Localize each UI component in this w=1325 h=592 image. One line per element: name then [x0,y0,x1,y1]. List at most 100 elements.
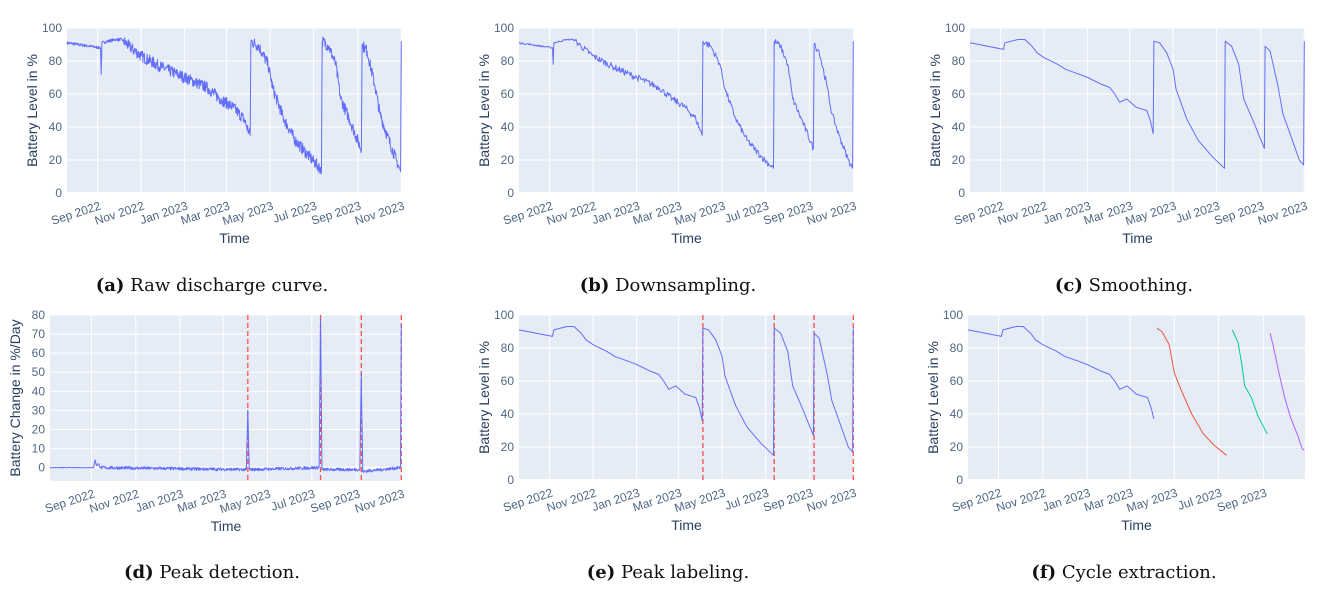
y-tick-label: 80 [501,341,515,355]
y-tick-label: 60 [49,87,63,101]
x-axis-title: Time [211,518,242,534]
plot-background [50,315,402,481]
x-axis-title: Time [1122,230,1153,246]
caption-f: (f) Cycle extraction. [1031,562,1216,583]
y-tick-label: 60 [950,374,964,388]
y-tick-label: 0 [958,186,965,200]
y-axis-title: Battery Change in %/Day [7,319,23,476]
x-tick-label: Nov 2023 [805,198,858,227]
caption-label: (d) [124,562,154,583]
x-axis-title: Time [671,517,702,533]
y-tick-label: 50 [32,365,46,379]
x-tick-label: May 2023 [1125,485,1180,515]
series-line-4 [1269,332,1305,451]
y-tick-label: 0 [55,186,62,200]
caption-text: Peak detection. [154,562,300,583]
y-tick-label: 80 [32,308,46,322]
caption-label: (a) [96,275,125,296]
y-tick-label: 20 [501,440,515,454]
caption-text: Raw discharge curve. [124,275,328,296]
y-tick-label: 0 [507,186,514,200]
caption-label: (b) [580,275,610,296]
x-tick-label: Nov 2023 [1256,198,1309,227]
x-axis-title: Time [671,230,702,246]
y-tick-label: 100 [42,21,62,35]
series-line-1 [518,326,854,456]
x-tick-label: Nov 2023 [353,198,406,227]
caption-e: (e) Peak labeling. [587,562,750,583]
x-axis-title: Time [1121,517,1152,533]
y-tick-label: 80 [952,54,966,68]
series-line-1 [49,318,402,474]
caption-a: (a) Raw discharge curve. [96,275,329,296]
y-tick-label: 0 [507,473,514,487]
plot-background [67,28,402,193]
caption-b: (b) Downsampling. [580,275,757,296]
series-line-1 [518,38,854,169]
y-tick-label: 100 [943,308,963,322]
caption-label: (e) [587,562,616,583]
plot-background [970,28,1305,193]
y-tick-label: 20 [501,153,515,167]
series-line-1 [967,326,1155,420]
x-tick-label: May 2023 [218,486,273,516]
y-tick-label: 0 [956,473,963,487]
x-tick-label: Nov 2023 [805,485,858,514]
series-line-1 [969,39,1305,169]
y-tick-label: 0 [38,461,45,475]
caption-text: Downsampling. [609,275,756,296]
x-tick-label: May 2023 [221,198,276,228]
y-tick-label: 40 [952,120,966,134]
y-axis-title: Battery Level in % [476,341,492,454]
y-tick-label: 40 [49,120,63,134]
y-axis-title: Battery Level in % [927,54,943,167]
y-tick-label: 20 [952,153,966,167]
x-tick-label: May 2023 [1124,198,1179,228]
y-tick-label: 80 [950,341,964,355]
x-tick-label: May 2023 [673,198,728,228]
y-axis-title: Battery Level in % [24,54,40,167]
x-tick-label: Jul 2023 [269,486,317,513]
x-tick-label: Nov 2023 [353,486,406,515]
plot-background [519,315,854,480]
x-tick-label: May 2023 [673,485,728,515]
caption-text: Smoothing. [1083,275,1193,296]
y-axis-title: Battery Level in % [925,341,941,454]
y-tick-label: 70 [32,327,46,341]
caption-label: (f) [1031,562,1056,583]
y-tick-label: 80 [49,54,63,68]
y-tick-label: 40 [950,407,964,421]
x-tick-label: Sep 2023 [1215,485,1269,514]
y-tick-label: 40 [501,120,515,134]
y-tick-label: 60 [501,374,515,388]
y-tick-label: 40 [501,407,515,421]
y-tick-label: 40 [32,384,46,398]
series-line-3 [1231,329,1268,435]
caption-text: Cycle extraction. [1056,562,1216,583]
series-line-2 [1156,327,1227,456]
x-axis-title: Time [219,230,250,246]
caption-text: Peak labeling. [615,562,749,583]
x-tick-label: Jul 2023 [1176,485,1224,512]
y-tick-label: 100 [945,21,965,35]
y-tick-label: 30 [32,403,46,417]
y-tick-label: 100 [494,308,514,322]
y-axis-title: Battery Level in % [476,54,492,167]
caption-d: (d) Peak detection. [124,562,300,583]
y-tick-label: 80 [501,54,515,68]
y-tick-label: 20 [950,440,964,454]
y-tick-label: 60 [952,87,966,101]
y-tick-label: 60 [501,87,515,101]
plot-background [968,315,1305,480]
caption-c: (c) Smoothing. [1055,275,1193,296]
caption-label: (c) [1055,275,1083,296]
series-line-1 [66,36,402,175]
plot-background [519,28,854,193]
